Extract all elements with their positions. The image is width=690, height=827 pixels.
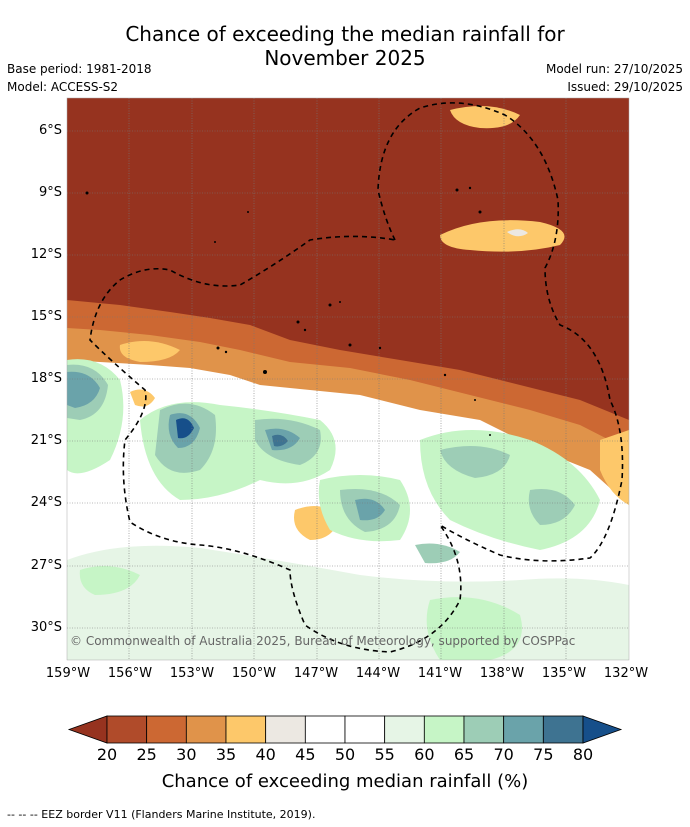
model-info: Base period: 1981-2018 Model: ACCESS-S2 (7, 60, 152, 96)
lon-label-138w: 138°W (479, 666, 525, 681)
region-40-45-patch (507, 229, 528, 237)
lon-label-147w: 147°W (293, 666, 339, 681)
lat-label-12s: 12°S (30, 247, 62, 262)
region-70-75-far-east (528, 489, 575, 525)
region-35-40-northeast (450, 106, 520, 129)
graticule (67, 98, 629, 660)
lat-label-24s: 24°S (30, 495, 62, 510)
region-above-80-centre (176, 418, 194, 439)
eez-border (89, 102, 624, 653)
colorbar-tick-label: 75 (533, 745, 554, 764)
region-75-80-west (67, 371, 100, 408)
colorbar-cell (503, 715, 544, 744)
colorbar-cell (146, 715, 187, 744)
map-field (67, 98, 629, 660)
lat-label-18s: 18°S (30, 371, 62, 386)
colorbar-tick-label: 35 (215, 745, 237, 764)
colorbar-extend-high (582, 715, 623, 744)
colorbar-tick-label: 55 (374, 745, 395, 764)
colorbar-label: Chance of exceeding median rainfall (%) (161, 771, 529, 792)
lat-label-9s: 9°S (38, 185, 62, 200)
colorbar-cell (423, 715, 465, 744)
eez-legend-note: -- -- -- EEZ border V11 (Flanders Marine… (7, 808, 316, 821)
lon-label-159w: 159°W (45, 666, 91, 681)
region-35-40-north (440, 220, 565, 252)
run-info: Model run: 27/10/2025 Issued: 29/10/2025 (546, 60, 683, 96)
region-70-75-east (440, 446, 510, 478)
colorbar-tick-label: 20 (96, 745, 118, 764)
base-period: Base period: 1981-2018 (7, 62, 152, 76)
lat-label-6s: 6°S (38, 123, 62, 138)
region-75-80-lower (355, 498, 385, 521)
lon-label-132w: 132°W (603, 666, 649, 681)
lat-label-27s: 27°S (30, 558, 62, 573)
colorbar-cell (265, 715, 306, 744)
region-below-25 (67, 98, 629, 420)
lon-label-141w: 141°W (417, 666, 463, 681)
region-65-70-southwest (79, 566, 140, 595)
model-name: Model: ACCESS-S2 (7, 80, 119, 94)
colorbar-tick-label: 50 (334, 745, 356, 764)
lon-label-150w: 150°W (231, 666, 277, 681)
colorbar-cell (185, 715, 227, 744)
model-run-date: Model run: 27/10/2025 (545, 62, 683, 76)
colorbar-cell (542, 715, 584, 744)
region-35-40-west (119, 341, 180, 362)
region-above-80-mid (272, 434, 288, 447)
colorbar-tick-label: 45 (295, 745, 316, 764)
lon-label-144w: 144°W (355, 666, 401, 681)
region-70-75-south (415, 543, 460, 564)
colorbar-cell (384, 715, 425, 744)
lon-label-135w: 135°W (541, 666, 587, 681)
colorbar-extend-low (67, 715, 108, 744)
lat-label-15s: 15°S (30, 309, 62, 324)
region-65-70-southeast (426, 597, 522, 660)
colorbar-tick-label: 65 (453, 745, 475, 764)
colorbar-tick-label: 80 (572, 745, 594, 764)
map-title: Chance of exceeding the median rainfall … (0, 22, 690, 70)
lat-label-30s: 30°S (30, 620, 62, 635)
title-line-2: November 2025 (264, 46, 426, 70)
colorbar-tick-label: 30 (176, 745, 197, 764)
colorbar-tick-label: 70 (493, 745, 514, 764)
colorbar-tick-label: 40 (255, 745, 276, 764)
colorbar-cell (344, 715, 386, 744)
lon-label-156w: 156°W (107, 666, 153, 681)
colorbar-cell (463, 715, 505, 744)
colorbar-cell (106, 715, 148, 744)
issued-date: Issued: 29/10/2025 (567, 80, 683, 94)
lat-label-21s: 21°S (30, 433, 62, 448)
colorbar-tick-label: 60 (414, 745, 435, 764)
copyright-notice: © Commonwealth of Australia 2025, Bureau… (70, 634, 576, 648)
region-35-40-small (130, 389, 155, 407)
colorbar-cell (304, 715, 346, 744)
islands (85, 186, 491, 436)
map-frame (66, 97, 630, 661)
lon-label-153w: 153°W (169, 666, 215, 681)
title-line-1: Chance of exceeding the median rainfall … (125, 22, 565, 46)
colorbar-tick-label: 25 (136, 745, 157, 764)
colorbar-cell (225, 715, 267, 744)
